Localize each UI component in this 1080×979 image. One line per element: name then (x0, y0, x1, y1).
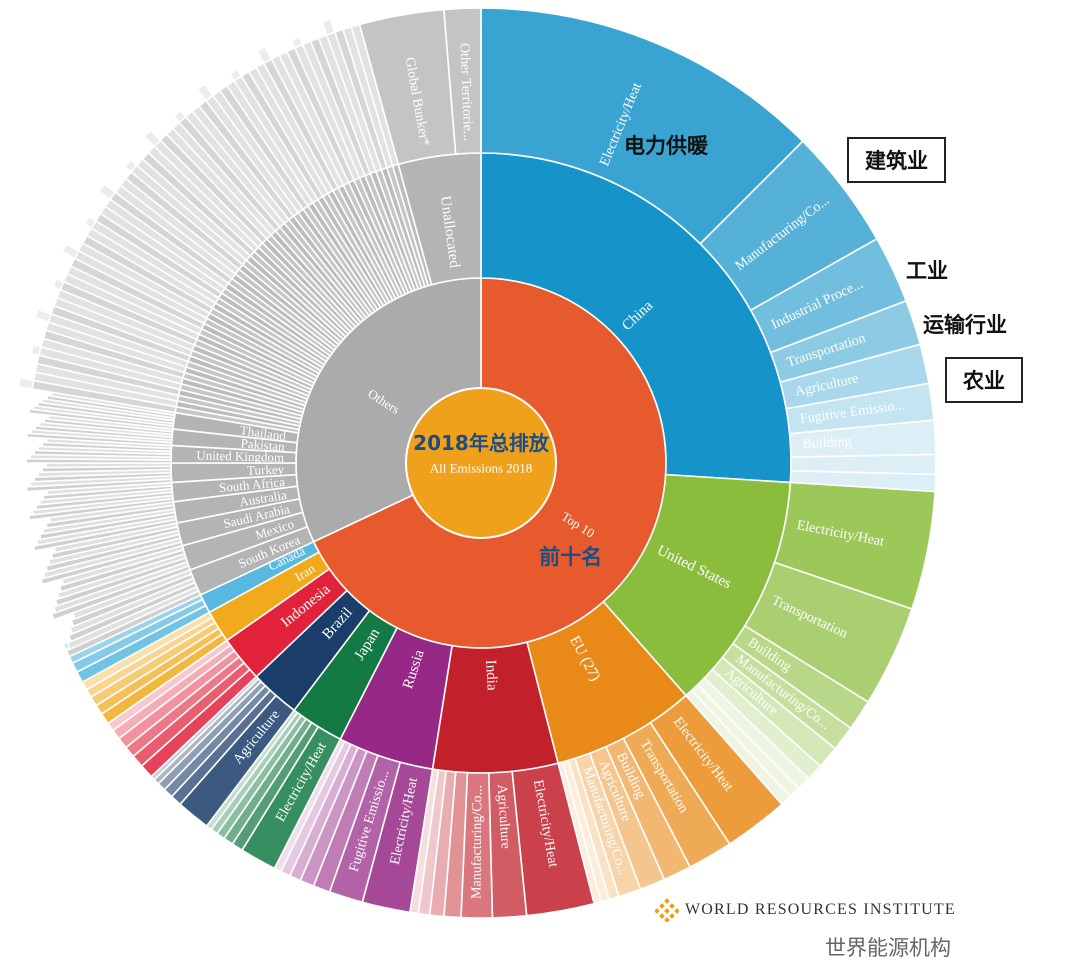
ring4-segment-minor-country (97, 182, 117, 201)
ring3-label-india-manufacturing-co: Manufacturing/Co... (469, 785, 485, 899)
wri-diamond-logo-icon (655, 898, 679, 922)
annotation-building-cn: 建筑业 (847, 137, 946, 183)
center-label: All Emissions 2018 (430, 461, 533, 476)
source-org-cn: 世界能源机构 (825, 936, 951, 960)
annotation-agriculture-cn: 农业 (945, 357, 1023, 403)
ring3-label-other-territorie: Other Territorie... (456, 43, 475, 142)
ring4-segment-minor-country (34, 308, 53, 324)
ring4-segment-minor-country (61, 243, 80, 260)
ring2-label-turkey: Turkey (247, 462, 285, 478)
ring3-label-china-building: Building (802, 435, 852, 453)
center-circle (405, 387, 557, 539)
wri-logo: WORLD RESOURCES INSTITUTE (655, 898, 956, 922)
source-org: WORLD RESOURCES INSTITUTE (685, 901, 956, 918)
center-label-cn: 2018年总排放 (413, 431, 550, 455)
ring3-segment-other-territorie (443, 7, 482, 155)
ring4-segment-minor-country (320, 17, 336, 36)
annotation-transport-cn: 运输行业 (923, 313, 1007, 337)
ring4-segment-minor-country (196, 83, 214, 102)
annotation-electricity-cn: 电力供暖 (624, 134, 708, 158)
ring2-label-united-kingdom: United Kingdom (196, 447, 284, 464)
ring2-label-india: India (482, 659, 499, 691)
ring4-segment-minor-country (30, 343, 43, 357)
annotation-industry-cn: 工业 (906, 259, 948, 283)
ring4-segment-minor-country (256, 45, 273, 65)
ring2-label-south-africa: South Africa (218, 474, 285, 495)
ring3-label-india-agriculture: Agriculture (494, 784, 513, 849)
ring1-label-cn-top-10: 前十名 (539, 545, 602, 569)
ring4-segment-minor-country (17, 377, 35, 390)
